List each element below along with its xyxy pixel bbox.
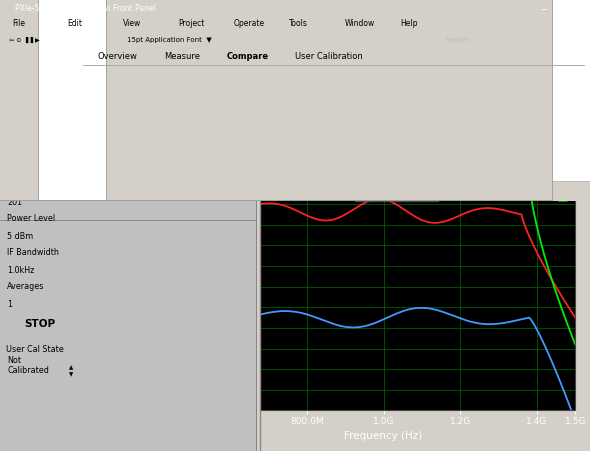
Text: S₂₁ Magnitude (Full): S₂₁ Magnitude (Full): [80, 267, 182, 276]
Text: Search: Search: [445, 37, 470, 43]
Text: Tools: Tools: [289, 19, 308, 28]
Text: 15pt Application Font  ▼: 15pt Application Font ▼: [127, 37, 212, 43]
Text: View: View: [123, 19, 141, 28]
Text: ─: ─: [541, 4, 546, 13]
Text: Stop Freq: Stop Freq: [7, 147, 45, 156]
Text: User Cal State: User Cal State: [6, 345, 64, 354]
Text: Help: Help: [400, 19, 418, 28]
X-axis label: Frequency (Hz): Frequency (Hz): [104, 411, 158, 418]
Text: ▼: ▼: [68, 98, 74, 105]
Text: Operate: Operate: [234, 19, 265, 28]
Text: ▲: ▲: [558, 159, 568, 172]
Text: Calibrated: Calibrated: [7, 366, 49, 375]
Text: 1: 1: [7, 300, 12, 309]
Text: IF Bandwidth: IF Bandwidth: [7, 248, 59, 257]
Text: 6.0GHz: 6.0GHz: [7, 165, 36, 174]
Text: Not: Not: [7, 355, 21, 364]
Text: Compare: Compare: [227, 52, 269, 61]
Text: 5 dBm: 5 dBm: [7, 232, 33, 241]
Text: Measure: Measure: [163, 52, 200, 61]
Text: Edit: Edit: [67, 19, 82, 28]
Text: ▲: ▲: [69, 365, 74, 370]
Text: VNA (Uncalibrated): VNA (Uncalibrated): [356, 161, 448, 170]
Text: S₂₁ Magnitude (Zoom): S₂₁ Magnitude (Zoom): [305, 103, 460, 116]
Text: ▼: ▼: [69, 373, 74, 378]
Text: 10.0MHz: 10.0MHz: [7, 131, 41, 140]
Bar: [155, 280, 168, 299]
Text: Resource Name: Resource Name: [7, 79, 70, 88]
Text: Averages: Averages: [7, 282, 44, 291]
Text: PXI1Slot2: PXI1Slot2: [7, 97, 45, 106]
X-axis label: Frequency (Hz): Frequency (Hz): [345, 431, 422, 441]
Text: VNA (Calibrated): VNA (Calibrated): [356, 191, 437, 200]
Text: □: □: [556, 4, 565, 13]
Text: Power Level: Power Level: [7, 214, 55, 223]
Text: File: File: [12, 19, 25, 28]
Text: CW + VSA: CW + VSA: [356, 130, 406, 139]
Text: Overview: Overview: [97, 52, 137, 61]
Text: 1.0kHz: 1.0kHz: [7, 266, 34, 275]
Text: ✕: ✕: [574, 4, 581, 13]
Text: ▲: ▲: [558, 189, 568, 202]
Y-axis label: Magnitude (dB): Magnitude (dB): [60, 313, 67, 366]
Text: 201: 201: [7, 198, 22, 207]
Text: User Calibration: User Calibration: [295, 52, 363, 61]
Text: Project: Project: [178, 19, 205, 28]
Text: STOP: STOP: [25, 319, 55, 329]
Text: ⇦ ⊙ ▐▐ ▶: ⇦ ⊙ ▐▐ ▶: [9, 37, 40, 43]
Text: Window: Window: [345, 19, 375, 28]
Text: Start Freq: Start Freq: [7, 113, 47, 122]
Text: PXIe-5630 Sales Demo.vi Front Panel: PXIe-5630 Sales Demo.vi Front Panel: [15, 4, 156, 13]
Text: ▲: ▲: [558, 129, 568, 142]
Text: Points: Points: [7, 180, 31, 189]
Y-axis label: Magnitude (dB): Magnitude (dB): [156, 226, 166, 306]
